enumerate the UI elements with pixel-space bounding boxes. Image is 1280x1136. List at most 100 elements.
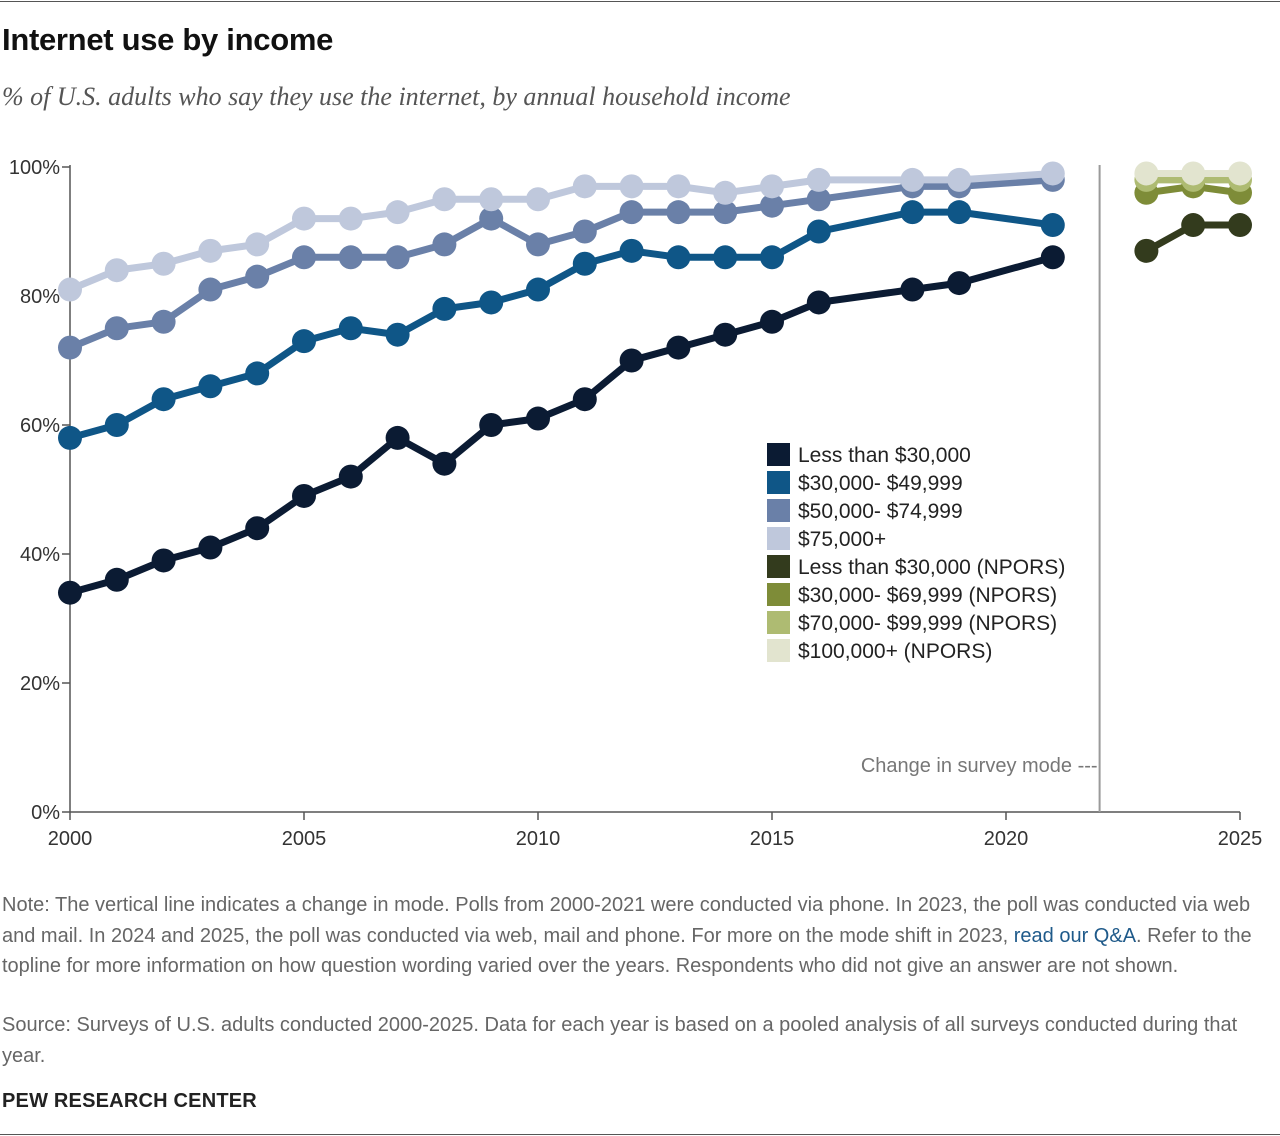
data-point [760, 193, 784, 218]
legend-swatch [767, 471, 790, 494]
series-4 [58, 161, 1065, 302]
organization-name: PEW RESEARCH CENTER [2, 1090, 257, 1112]
data-point [1040, 161, 1065, 186]
y-tick-label: 40% [20, 544, 60, 566]
data-point [713, 245, 738, 270]
data-point [292, 329, 316, 354]
data-point [432, 296, 457, 321]
qa-link[interactable]: read our Q&A [1013, 924, 1137, 947]
x-tick-label: 2020 [984, 828, 1029, 850]
y-tick-label: 60% [20, 415, 60, 437]
data-point [806, 219, 831, 244]
data-point [900, 200, 925, 225]
data-point [666, 200, 691, 225]
series-8 [1134, 161, 1252, 186]
data-point [619, 200, 644, 225]
data-point [292, 483, 316, 508]
legend-label: $70,000- $99,999 (NPORS) [798, 612, 1057, 635]
legend-swatch [767, 527, 790, 550]
series-1 [58, 245, 1065, 605]
data-point [245, 516, 270, 541]
data-point [572, 251, 597, 276]
note-text: Note: The vertical line indicates a chan… [2, 890, 1274, 982]
legend-swatch [767, 499, 790, 522]
data-point [1181, 161, 1206, 186]
chart-title: Internet use by income [2, 22, 334, 57]
chart-subtitle: % of U.S. adults who say they use the in… [2, 82, 791, 111]
x-tick-label: 2010 [516, 828, 561, 850]
data-point [58, 277, 82, 302]
data-point [479, 290, 504, 315]
data-point [1228, 161, 1252, 186]
data-point [338, 206, 363, 231]
data-point [666, 245, 691, 270]
x-tick-label: 2015 [750, 828, 795, 850]
data-point [666, 174, 691, 199]
data-point [619, 238, 644, 263]
legend-swatch [767, 443, 790, 466]
data-point [1134, 238, 1159, 263]
data-point [104, 413, 129, 437]
data-point [338, 245, 363, 270]
data-point [58, 425, 82, 450]
data-point [900, 277, 925, 302]
data-point [479, 206, 504, 231]
data-point [526, 232, 550, 257]
legend-label: $30,000- $69,999 (NPORS) [798, 584, 1057, 607]
data-point [713, 180, 738, 205]
data-point [198, 238, 223, 263]
y-tick-label: 100% [9, 157, 60, 179]
data-point [1134, 161, 1159, 186]
legend-swatch [767, 639, 790, 662]
note-text-start: Note: The vertical line indicates a chan… [2, 894, 1251, 947]
data-point [151, 387, 176, 412]
data-point [292, 245, 316, 270]
series-5 [1134, 213, 1252, 263]
data-point [338, 464, 363, 489]
data-point [104, 316, 129, 341]
data-point [479, 187, 504, 212]
data-point [1181, 213, 1206, 238]
mode-change-label: Change in survey mode --- [861, 755, 1098, 777]
data-point [526, 277, 550, 302]
data-point [385, 245, 410, 270]
data-point [572, 219, 597, 244]
data-point [385, 425, 410, 450]
data-point [338, 316, 363, 341]
legend-swatch [767, 583, 790, 606]
data-point [619, 348, 644, 373]
data-point [806, 290, 831, 315]
data-point [151, 251, 176, 276]
data-point [806, 187, 831, 212]
data-point [760, 309, 784, 334]
legend-swatch [767, 555, 790, 578]
data-point [432, 187, 457, 212]
data-point [1040, 245, 1065, 270]
legend-swatch [767, 611, 790, 634]
legend-label: Less than $30,000 [798, 444, 971, 467]
data-point [58, 580, 82, 605]
source-text: Source: Surveys of U.S. adults conducted… [2, 1014, 1238, 1067]
data-point [760, 245, 784, 270]
data-point [432, 451, 457, 476]
data-point [385, 322, 410, 347]
bottom-rule [0, 1134, 1280, 1135]
x-tick-label: 2025 [1218, 828, 1263, 850]
data-point [1228, 213, 1252, 238]
data-point [198, 277, 223, 302]
legend-label: $50,000- $74,999 [798, 500, 963, 523]
mode-change-marker: Change in survey mode --- [861, 165, 1101, 812]
legend-label: Less than $30,000 (NPORS) [798, 556, 1065, 579]
data-point [151, 309, 176, 334]
data-point [806, 167, 831, 192]
data-point [245, 361, 270, 386]
series-2 [58, 200, 1065, 450]
legend-label: $100,000+ (NPORS) [798, 640, 992, 663]
data-point [619, 174, 644, 199]
data-point [526, 187, 550, 212]
chart-legend: Less than $30,000 $30,000- $49,999 $50,000… [767, 443, 1065, 663]
data-point [151, 548, 176, 573]
data-point [572, 387, 597, 412]
x-tick-label: 2005 [282, 828, 327, 850]
data-point [666, 335, 691, 360]
